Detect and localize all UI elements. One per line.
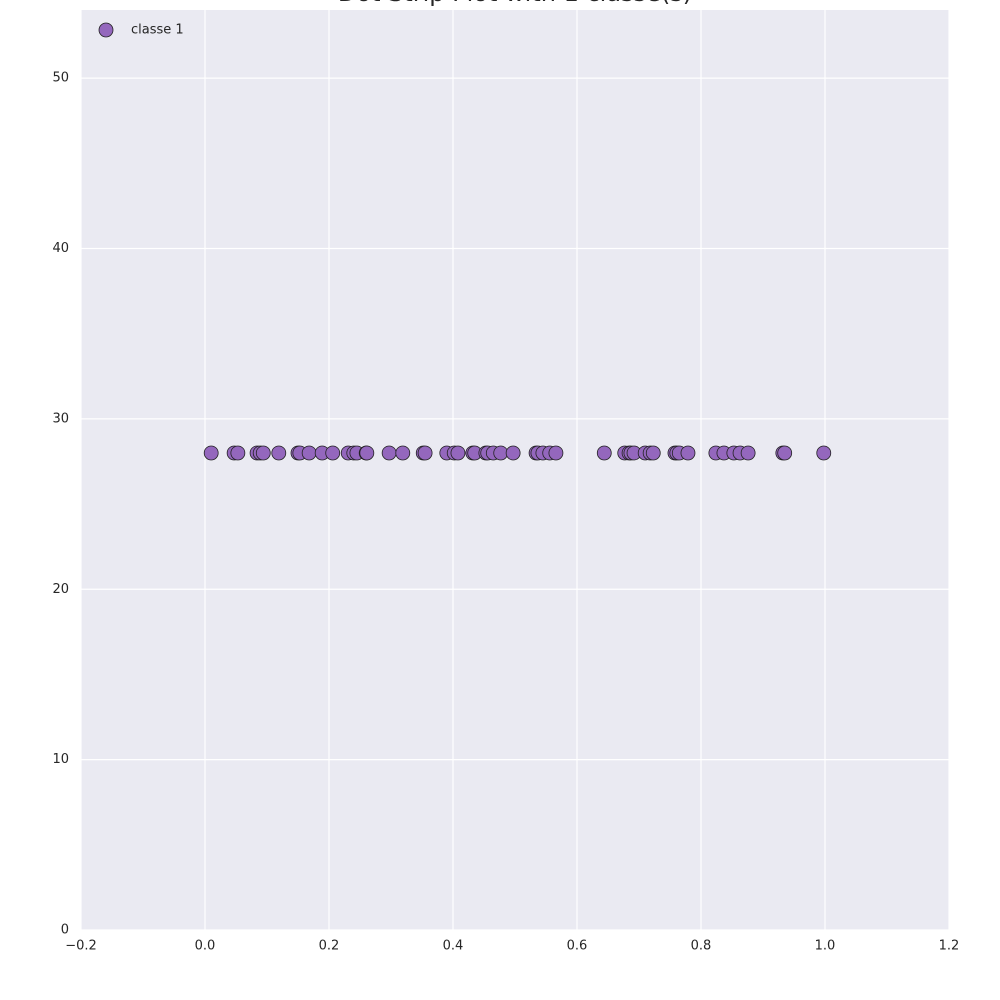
x-tick-label: 1.0	[815, 939, 836, 954]
chart-title: Dot Strip Plot with 1 classe(s)	[338, 0, 692, 7]
dot	[271, 445, 287, 461]
x-tick-label: 0.8	[691, 939, 712, 954]
dot	[548, 445, 564, 461]
y-tick-label: 0	[61, 923, 69, 938]
dot	[645, 445, 661, 461]
dot	[777, 445, 793, 461]
dot	[740, 445, 756, 461]
dot	[359, 445, 375, 461]
dot	[230, 445, 246, 461]
dot	[255, 445, 271, 461]
dot	[450, 445, 466, 461]
dot	[417, 445, 433, 461]
grid	[80, 10, 950, 931]
x-tick-label: 1.2	[939, 939, 960, 954]
plot-area	[81, 10, 949, 930]
x-tick-label: 0.4	[443, 939, 464, 954]
dot	[381, 445, 397, 461]
dot	[325, 445, 341, 461]
y-tick-label: 10	[52, 752, 69, 767]
legend-label: classe 1	[131, 23, 184, 38]
x-tick-label: −0.2	[65, 939, 97, 954]
dot	[505, 445, 521, 461]
dot	[596, 445, 612, 461]
dot	[680, 445, 696, 461]
y-tick-label: 20	[52, 582, 69, 597]
legend-marker	[98, 22, 114, 38]
y-tick-label: 40	[52, 241, 69, 256]
marks	[203, 445, 832, 461]
x-tick-label: 0.2	[319, 939, 340, 954]
dot	[203, 445, 219, 461]
dot	[816, 445, 832, 461]
dot	[493, 445, 509, 461]
dot	[301, 445, 317, 461]
y-tick-label: 50	[52, 71, 69, 86]
y-tick-label: 30	[52, 411, 69, 426]
dot	[395, 445, 411, 461]
x-tick-label: 0.6	[567, 939, 588, 954]
x-tick-label: 0.0	[195, 939, 216, 954]
